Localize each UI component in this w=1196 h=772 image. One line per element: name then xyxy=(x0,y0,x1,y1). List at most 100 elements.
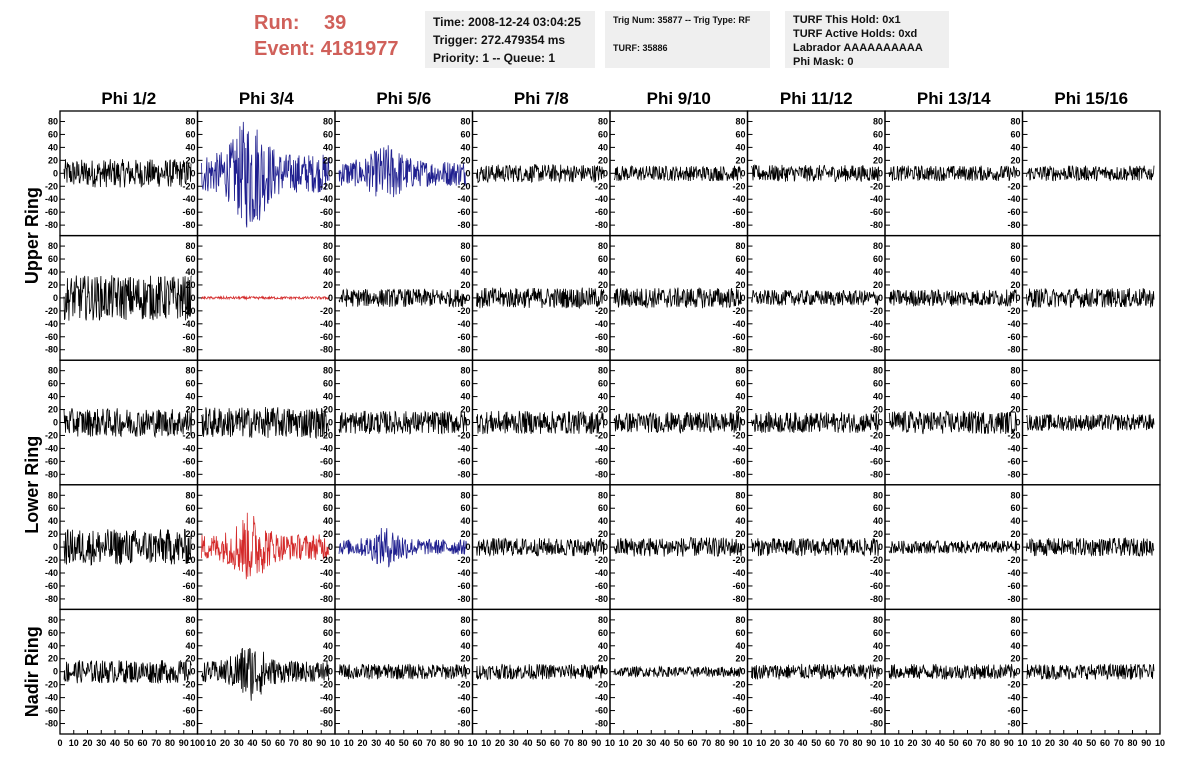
x-tick-label: 10 xyxy=(69,738,79,748)
y-tick-label: -20 xyxy=(45,555,58,565)
y-tick-label: 20 xyxy=(323,155,333,165)
y-tick-label: -60 xyxy=(1007,706,1020,716)
y-tick-label: 60 xyxy=(48,503,58,513)
y-tick-label: -80 xyxy=(870,719,883,729)
y-tick-label: -60 xyxy=(1007,581,1020,591)
y-tick-label: 0 xyxy=(465,542,470,552)
y-tick-label: 60 xyxy=(185,379,195,389)
y-tick-label: -40 xyxy=(182,319,195,329)
y-tick-label: -20 xyxy=(1007,181,1020,191)
y-tick-label: -40 xyxy=(595,568,608,578)
waveform-trace xyxy=(613,536,742,557)
y-tick-label: -20 xyxy=(320,181,333,191)
y-tick-label: -20 xyxy=(182,181,195,191)
y-tick-label: -60 xyxy=(320,207,333,217)
y-tick-label: -60 xyxy=(320,332,333,342)
y-tick-label: -60 xyxy=(870,456,883,466)
y-tick-label: -40 xyxy=(45,443,58,453)
y-tick-label: 0 xyxy=(53,418,58,428)
waveform-trace xyxy=(338,145,467,198)
y-tick-label: 80 xyxy=(323,366,333,376)
y-tick-label: -60 xyxy=(732,581,745,591)
y-tick-label: 0 xyxy=(603,293,608,303)
waveform-trace xyxy=(888,288,1017,308)
y-tick-label: 60 xyxy=(873,254,883,264)
y-tick-label: 20 xyxy=(1010,405,1020,415)
y-tick-label: -60 xyxy=(182,706,195,716)
y-tick-label: 20 xyxy=(185,405,195,415)
x-tick-label: 80 xyxy=(852,738,862,748)
y-tick-label: 80 xyxy=(185,615,195,625)
y-tick-label: 60 xyxy=(323,628,333,638)
x-tick-label: 10 xyxy=(481,738,491,748)
y-tick-label: -60 xyxy=(595,456,608,466)
y-tick-label: 0 xyxy=(190,542,195,552)
waveform-trace xyxy=(888,539,1017,554)
y-tick-label: -40 xyxy=(45,693,58,703)
y-tick-label: 20 xyxy=(323,405,333,415)
y-tick-label: 60 xyxy=(460,254,470,264)
y-tick-label: -40 xyxy=(1007,319,1020,329)
y-tick-label: 80 xyxy=(735,116,745,126)
y-tick-label: -20 xyxy=(182,306,195,316)
x-tick-label: 50 xyxy=(536,738,546,748)
x-tick-label: 10 xyxy=(344,738,354,748)
y-tick-label: 40 xyxy=(873,392,883,402)
y-tick-label: -60 xyxy=(457,706,470,716)
y-tick-label: 20 xyxy=(873,529,883,539)
x-tick-label: 30 xyxy=(96,738,106,748)
x-tick-label: 80 xyxy=(302,738,312,748)
panel-frame xyxy=(334,234,474,361)
y-tick-label: 0 xyxy=(740,542,745,552)
x-tick-label: 60 xyxy=(275,738,285,748)
x-tick-label: 70 xyxy=(976,738,986,748)
x-tick-label: 90 xyxy=(1141,738,1151,748)
x-tick-label: 70 xyxy=(701,738,711,748)
y-tick-label: 60 xyxy=(323,129,333,139)
y-tick-label: -60 xyxy=(595,581,608,591)
y-tick-label: -80 xyxy=(320,469,333,479)
y-tick-label: -40 xyxy=(870,568,883,578)
y-tick-label: 80 xyxy=(323,241,333,251)
y-tick-label: 40 xyxy=(598,142,608,152)
y-tick-label: 40 xyxy=(598,267,608,277)
waveform-trace xyxy=(476,287,605,310)
waveform-trace xyxy=(63,275,192,321)
x-tick-label: 70 xyxy=(151,738,161,748)
x-tick-label: 10 xyxy=(1017,738,1027,748)
y-tick-label: 40 xyxy=(460,392,470,402)
waveform-trace xyxy=(1026,537,1155,558)
y-tick-label: -40 xyxy=(457,693,470,703)
y-tick-label: 80 xyxy=(48,116,58,126)
turf-hold-line: TURF This Hold: 0x1 xyxy=(793,14,901,26)
y-tick-label: 60 xyxy=(1010,379,1020,389)
y-tick-label: 40 xyxy=(1010,267,1020,277)
x-tick-label: 90 xyxy=(729,738,739,748)
column-title: Phi 1/2 xyxy=(101,89,156,108)
waveform-trace xyxy=(201,512,330,580)
x-tick-label: 10 xyxy=(605,738,615,748)
y-tick-label: -80 xyxy=(732,594,745,604)
y-tick-label: -40 xyxy=(457,568,470,578)
y-tick-label: 40 xyxy=(1010,392,1020,402)
x-tick-label: 40 xyxy=(1072,738,1082,748)
y-tick-label: -80 xyxy=(182,594,195,604)
x-tick-label: 20 xyxy=(1045,738,1055,748)
y-tick-label: 60 xyxy=(873,628,883,638)
event-value: 4181977 xyxy=(320,38,399,60)
y-tick-label: -80 xyxy=(595,594,608,604)
y-tick-label: -20 xyxy=(870,680,883,690)
y-tick-label: -40 xyxy=(595,693,608,703)
x-tick-label: 40 xyxy=(935,738,945,748)
x-tick-label: 60 xyxy=(1100,738,1110,748)
column-title: Phi 5/6 xyxy=(376,89,431,108)
x-tick-label: 60 xyxy=(412,738,422,748)
x-tick-label: 30 xyxy=(509,738,519,748)
y-tick-label: 0 xyxy=(603,168,608,178)
y-tick-label: 60 xyxy=(460,628,470,638)
x-tick-label: 50 xyxy=(399,738,409,748)
waveform-trace xyxy=(1026,165,1155,182)
y-tick-label: -80 xyxy=(45,719,58,729)
waveform-trace xyxy=(201,121,330,228)
y-tick-label: -40 xyxy=(45,194,58,204)
